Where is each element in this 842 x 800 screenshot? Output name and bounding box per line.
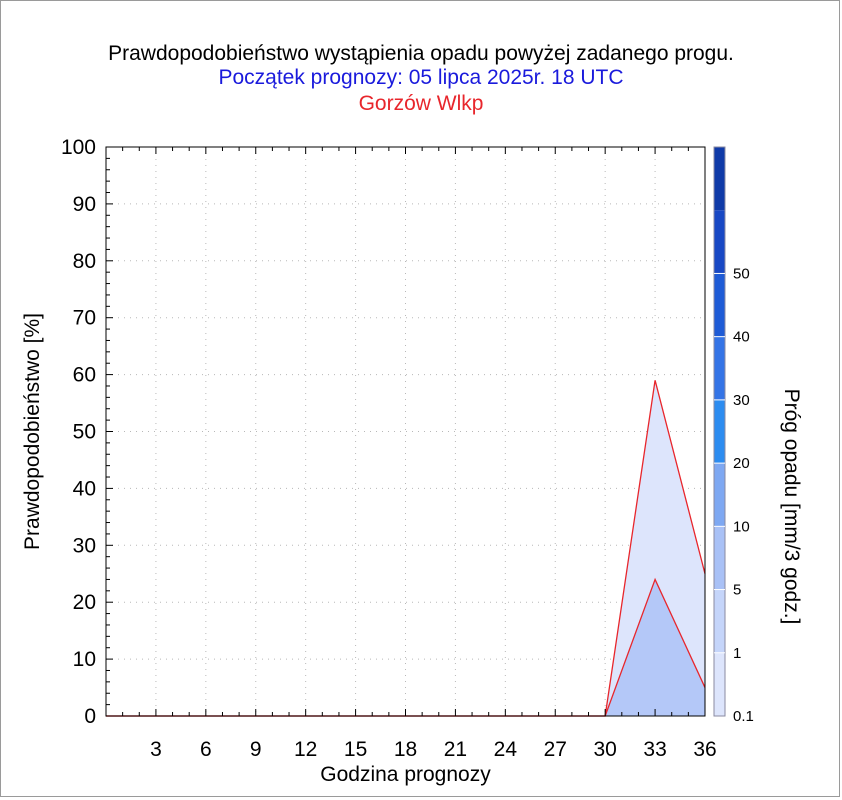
colorbar-segment	[714, 589, 725, 653]
y-tick-label: 20	[73, 591, 96, 614]
colorbar-label: 50	[733, 265, 750, 282]
y-tick-label: 60	[73, 364, 96, 387]
colorbar-segment	[714, 526, 725, 590]
colorbar-label: 5	[733, 582, 741, 599]
probability-areas	[106, 380, 705, 716]
x-tick-label: 21	[444, 738, 467, 761]
x-tick-label: 36	[693, 738, 716, 761]
x-tick-labels: 3 6 9 12 15 18 21 24 27 30 33 36	[150, 738, 717, 761]
plot-border	[105, 146, 706, 717]
colorbar-label: 1	[733, 645, 741, 662]
colorbar-label: 20	[733, 455, 750, 472]
colorbar-label: 0.1	[733, 708, 754, 725]
chart-title: Prawdopodobieństwo wystąpienia opadu pow…	[108, 42, 734, 65]
colorbar-label: 30	[733, 392, 750, 409]
colorbar-segment	[714, 336, 725, 400]
x-tick-label: 12	[294, 738, 317, 761]
y-tick-label: 50	[73, 421, 96, 444]
colorbar-label: 40	[733, 329, 750, 346]
x-tick-label: 33	[643, 738, 666, 761]
colorbar-segment	[714, 210, 725, 274]
y-tick-label: 30	[73, 534, 96, 557]
grid	[106, 147, 705, 716]
x-tick-label: 6	[200, 738, 212, 761]
x-tick-label: 30	[593, 738, 616, 761]
y-tick-label: 70	[73, 307, 96, 330]
y-tick-labels: 0 10 20 30 40 50 60 70 80 90 100	[61, 136, 96, 728]
colorbar-title: Próg opadu [mm/3 godz.]	[780, 389, 803, 625]
y-axis-title: Prawdopodobieństwo [%]	[21, 313, 44, 550]
y-tick-label: 0	[84, 705, 96, 728]
colorbar-segment	[714, 399, 725, 464]
forecast-start-subtitle: Początek prognozy: 05 lipca 2025r. 18 UT…	[218, 66, 624, 89]
x-tick-label: 24	[494, 738, 518, 761]
x-axis-title: Godzina prognozy	[320, 763, 491, 786]
colorbar-border	[713, 146, 726, 717]
y-tick-label: 90	[73, 193, 96, 216]
y-tick-label: 10	[73, 648, 96, 671]
axis-ticks	[105, 146, 706, 717]
x-tick-label: 9	[250, 738, 262, 761]
colorbar-segment	[714, 652, 725, 716]
colorbar-segment	[714, 147, 725, 211]
y-tick-label: 80	[73, 250, 96, 273]
area-threshold-1	[106, 579, 705, 716]
colorbar-segment	[714, 273, 725, 337]
y-tick-label: 100	[61, 136, 96, 159]
y-tick-label: 40	[73, 477, 96, 500]
colorbar-segment	[714, 463, 725, 527]
location-subtitle: Gorzów Wlkp	[358, 92, 484, 115]
colorbar-labels: 0.1 1 5 10 20 30 40 50	[733, 265, 754, 725]
threshold-colorbar	[713, 146, 726, 717]
x-tick-label: 18	[394, 738, 417, 761]
x-tick-label: 15	[344, 738, 367, 761]
area-threshold-0.1	[106, 380, 705, 716]
colorbar-label: 10	[733, 518, 750, 535]
x-tick-label: 27	[544, 738, 567, 761]
x-tick-label: 3	[150, 738, 162, 761]
